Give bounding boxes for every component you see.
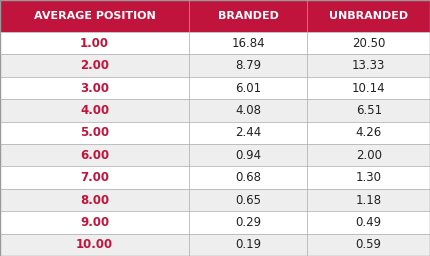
Text: 0.29: 0.29	[235, 216, 261, 229]
Bar	[307, 55, 430, 77]
Text: 2.00: 2.00	[80, 59, 109, 72]
Text: 4.00: 4.00	[80, 104, 109, 117]
Text: 8.79: 8.79	[235, 59, 261, 72]
Text: 0.19: 0.19	[235, 238, 261, 251]
Bar	[189, 77, 307, 99]
Bar	[189, 0, 307, 32]
Bar	[307, 144, 430, 166]
Bar	[0, 0, 189, 32]
Bar	[189, 166, 307, 189]
Text: 6.01: 6.01	[235, 81, 261, 94]
Bar	[307, 233, 430, 256]
Text: 13.33: 13.33	[352, 59, 385, 72]
Text: 2.44: 2.44	[235, 126, 261, 139]
Text: 7.00: 7.00	[80, 171, 109, 184]
Bar	[189, 189, 307, 211]
Bar	[0, 144, 189, 166]
Text: 6.51: 6.51	[356, 104, 382, 117]
Bar	[0, 166, 189, 189]
Text: 4.08: 4.08	[235, 104, 261, 117]
Bar	[189, 144, 307, 166]
Text: BRANDED: BRANDED	[218, 11, 279, 21]
Text: 0.94: 0.94	[235, 149, 261, 162]
Bar	[189, 55, 307, 77]
Bar	[0, 122, 189, 144]
Bar	[307, 32, 430, 55]
Text: AVERAGE POSITION: AVERAGE POSITION	[34, 11, 156, 21]
Bar	[0, 233, 189, 256]
Text: 3.00: 3.00	[80, 81, 109, 94]
Text: 10.00: 10.00	[76, 238, 113, 251]
Bar	[307, 122, 430, 144]
Bar	[307, 0, 430, 32]
Bar	[307, 211, 430, 233]
Text: 0.68: 0.68	[235, 171, 261, 184]
Text: 5.00: 5.00	[80, 126, 109, 139]
Text: 10.14: 10.14	[352, 81, 386, 94]
Bar	[189, 32, 307, 55]
Text: 4.26: 4.26	[356, 126, 382, 139]
Text: 20.50: 20.50	[352, 37, 385, 50]
Text: 9.00: 9.00	[80, 216, 109, 229]
Text: 8.00: 8.00	[80, 194, 109, 207]
Bar	[0, 189, 189, 211]
Bar	[307, 166, 430, 189]
Bar	[0, 55, 189, 77]
Text: 0.65: 0.65	[235, 194, 261, 207]
Text: 16.84: 16.84	[231, 37, 265, 50]
Bar	[189, 233, 307, 256]
Bar	[307, 99, 430, 122]
Text: 1.18: 1.18	[356, 194, 382, 207]
Text: 2.00: 2.00	[356, 149, 382, 162]
Text: UNBRANDED: UNBRANDED	[329, 11, 408, 21]
Text: 0.49: 0.49	[356, 216, 382, 229]
Text: 6.00: 6.00	[80, 149, 109, 162]
Bar	[307, 189, 430, 211]
Bar	[189, 122, 307, 144]
Bar	[189, 211, 307, 233]
Text: 1.30: 1.30	[356, 171, 382, 184]
Text: 0.59: 0.59	[356, 238, 382, 251]
Bar	[0, 99, 189, 122]
Bar	[0, 211, 189, 233]
Text: 1.00: 1.00	[80, 37, 109, 50]
Bar	[307, 77, 430, 99]
Bar	[0, 32, 189, 55]
Bar	[189, 99, 307, 122]
Bar	[0, 77, 189, 99]
